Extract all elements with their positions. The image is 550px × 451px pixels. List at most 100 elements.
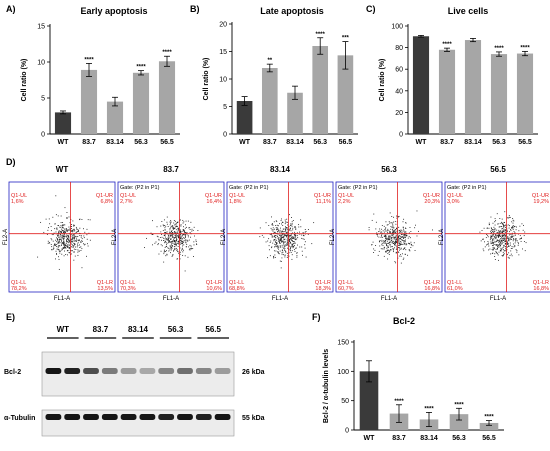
facs-dot: [86, 228, 88, 230]
facs-dot: [503, 225, 505, 227]
facs-dot: [170, 221, 172, 223]
facs-dot: [393, 248, 394, 250]
facs-dot: [388, 253, 390, 255]
facs-dot: [498, 240, 500, 242]
facs-dot: [70, 230, 72, 232]
facs-dot: [162, 230, 164, 232]
facs-dot: [168, 241, 170, 243]
facs-dot: [303, 235, 305, 237]
facs-dot: [62, 243, 64, 244]
facs-dot: [278, 247, 280, 249]
facs-dot: [176, 250, 178, 252]
facs-dot: [176, 238, 178, 240]
facs-dot: [166, 231, 168, 233]
facs-dot: [61, 248, 63, 250]
facs-dot: [392, 232, 394, 234]
facs-dot: [496, 236, 498, 238]
bcl2-significance-4: ****: [484, 415, 494, 421]
facs-dot: [513, 225, 515, 227]
facs-dot: [282, 231, 284, 232]
facs-dot: [55, 214, 57, 216]
facs-dot: [176, 249, 178, 251]
facs-lr-value-3: 16,8%: [424, 286, 440, 292]
facs-dot: [490, 227, 492, 229]
facs-dot: [384, 235, 386, 237]
facs-dot: [287, 255, 289, 257]
facs-xaxis-label-0: FL1-A: [54, 296, 70, 302]
facs-dot: [523, 235, 525, 237]
facs-dot: [284, 250, 286, 251]
facs-dot: [379, 228, 381, 230]
facs-dot: [380, 236, 382, 238]
facs-dot: [398, 251, 400, 253]
facs-dot: [62, 225, 64, 227]
facs-dot: [175, 239, 177, 241]
facs-dot: [391, 232, 393, 234]
facs-dot: [172, 232, 173, 233]
facs-dot: [171, 245, 173, 246]
facs-dot: [391, 246, 393, 248]
blot-band-1-4: [120, 414, 137, 420]
facs-dot: [180, 240, 182, 242]
facs-dot: [161, 234, 163, 235]
facs-dot: [403, 242, 405, 244]
facs-dot: [284, 244, 286, 246]
facs-dot: [274, 231, 276, 233]
facs-dot: [62, 224, 64, 226]
facs-dot: [178, 234, 180, 236]
facs-dot: [189, 249, 191, 251]
facs-dot: [386, 242, 388, 244]
facs-dot: [176, 237, 178, 239]
facs-dot: [65, 247, 67, 249]
facs-dot: [52, 216, 54, 218]
bcl2-xtick-label-4: 56.5: [482, 435, 496, 442]
facs-dot: [68, 247, 70, 249]
facs-dot: [293, 243, 295, 245]
facs-dot: [381, 234, 383, 236]
facs-dot: [398, 215, 400, 217]
facs-dot: [63, 244, 65, 246]
facs-dot: [58, 258, 60, 260]
facs-dot: [291, 237, 293, 239]
facs-dot: [278, 239, 280, 241]
facs-dot: [501, 218, 503, 220]
facs-dot: [298, 226, 300, 228]
facs-dot: [400, 239, 402, 240]
facs-dot: [60, 231, 62, 233]
facs-dot: [402, 243, 404, 245]
facs-dot: [55, 195, 57, 197]
facs-dot: [394, 232, 396, 234]
bcl2-significance-3: ****: [454, 402, 464, 408]
facs-dot: [497, 239, 499, 241]
facs-dot: [66, 217, 68, 219]
facs-dot: [294, 226, 296, 228]
facs-dot: [504, 239, 506, 241]
facs-dot: [494, 224, 496, 226]
facs-dot: [392, 251, 394, 253]
facs-dot: [189, 227, 191, 229]
facs-dot: [165, 255, 167, 257]
facs-dot: [375, 228, 377, 230]
facs-dot: [289, 237, 291, 239]
facs-dot: [37, 256, 39, 258]
facs-dot: [279, 239, 281, 241]
facs-dot: [284, 219, 286, 221]
facs-panel: WTQ1-UL1,6%Q1-UR6,8%Q1-LL78,2%Q1-LR13,5%…: [3, 165, 550, 302]
facs-dot: [189, 228, 191, 230]
facs-dot: [393, 236, 394, 238]
facs-dot: [304, 241, 306, 243]
facs-dot: [286, 231, 288, 233]
facs-dot: [170, 234, 172, 236]
blot-band-0-6: [158, 368, 175, 374]
facs-dot: [504, 211, 506, 213]
facs-dot: [174, 243, 176, 245]
facs-dot: [393, 238, 395, 240]
blot-group-label-4: 56.5: [205, 325, 221, 334]
facs-dot: [284, 234, 286, 236]
facs-dot: [509, 239, 511, 241]
facs-dot: [497, 223, 499, 225]
facs-dot: [505, 236, 507, 237]
facs-dot: [186, 240, 188, 242]
facs-dot: [379, 240, 381, 242]
facs-dot: [291, 245, 293, 247]
